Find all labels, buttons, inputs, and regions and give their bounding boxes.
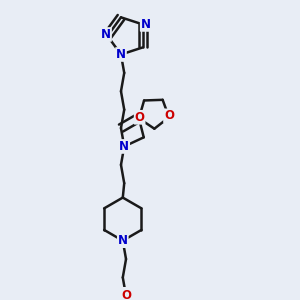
Text: N: N — [116, 48, 126, 61]
Text: N: N — [101, 28, 111, 41]
Text: N: N — [119, 140, 129, 153]
Text: O: O — [135, 111, 145, 124]
Text: O: O — [121, 289, 131, 300]
Text: N: N — [118, 234, 128, 247]
Text: N: N — [141, 18, 151, 31]
Text: O: O — [164, 109, 174, 122]
